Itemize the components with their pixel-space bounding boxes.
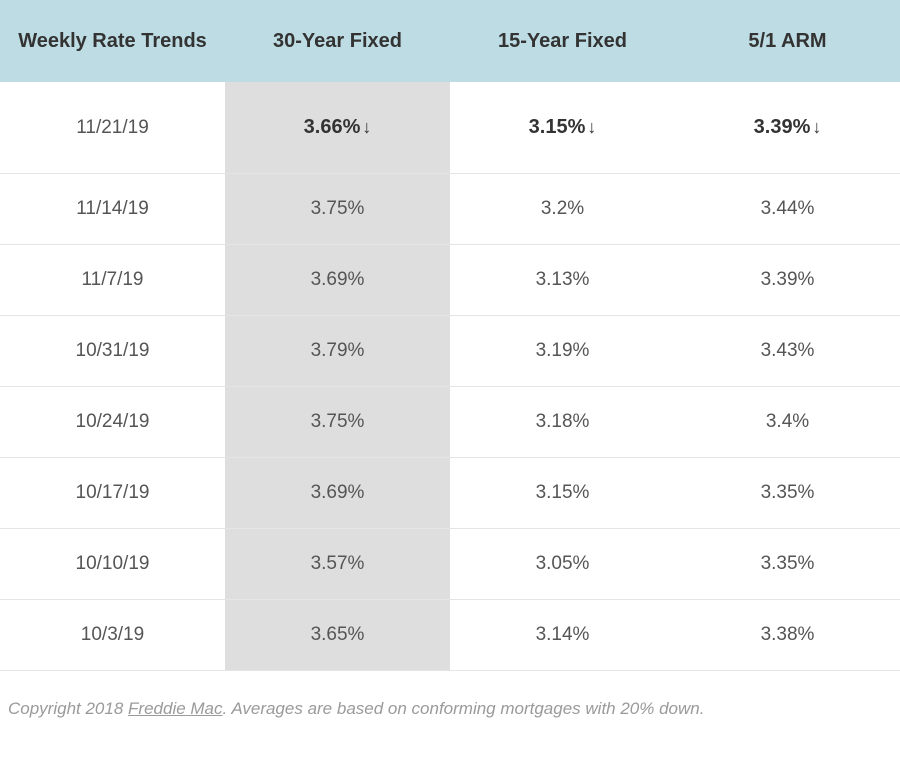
cell-arm-value: 3.39% bbox=[761, 269, 815, 290]
cell-arm: 3.35% bbox=[675, 529, 900, 600]
cell-15yr: 3.15% bbox=[450, 458, 675, 529]
cell-15yr: 3.19% bbox=[450, 316, 675, 387]
cell-15yr-value: 3.14% bbox=[536, 624, 590, 645]
cell-arm: 3.39%↓ bbox=[675, 82, 900, 174]
cell-date-value: 11/14/19 bbox=[76, 198, 149, 219]
col-header-30yr: 30-Year Fixed bbox=[225, 0, 450, 82]
cell-arm-value: 3.38% bbox=[761, 624, 815, 645]
table-row: 11/21/193.66%↓3.15%↓3.39%↓ bbox=[0, 82, 900, 174]
cell-30yr-value: 3.75% bbox=[311, 198, 365, 219]
down-arrow-icon: ↓ bbox=[362, 117, 371, 137]
cell-15yr: 3.2% bbox=[450, 174, 675, 245]
cell-date-value: 10/17/19 bbox=[76, 482, 150, 503]
cell-arm: 3.35% bbox=[675, 458, 900, 529]
cell-30yr: 3.65% bbox=[225, 600, 450, 671]
cell-date-value: 10/10/19 bbox=[76, 553, 150, 574]
down-arrow-icon: ↓ bbox=[812, 117, 821, 137]
cell-30yr: 3.79% bbox=[225, 316, 450, 387]
cell-15yr: 3.18% bbox=[450, 387, 675, 458]
cell-arm: 3.39% bbox=[675, 245, 900, 316]
cell-date: 10/24/19 bbox=[0, 387, 225, 458]
cell-30yr: 3.66%↓ bbox=[225, 82, 450, 174]
footnote-suffix: . Averages are based on conforming mortg… bbox=[223, 699, 705, 718]
footnote-prefix: Copyright 2018 bbox=[8, 699, 128, 718]
cell-30yr: 3.75% bbox=[225, 174, 450, 245]
cell-15yr-value: 3.2% bbox=[541, 198, 584, 219]
cell-date: 10/10/19 bbox=[0, 529, 225, 600]
down-arrow-icon: ↓ bbox=[587, 117, 596, 137]
table-row: 10/3/19 3.65% 3.14% 3.38% bbox=[0, 600, 900, 671]
cell-arm-value: 3.39% bbox=[754, 116, 811, 138]
table-row: 10/24/19 3.75% 3.18% 3.4% bbox=[0, 387, 900, 458]
cell-30yr: 3.69% bbox=[225, 458, 450, 529]
table-row: 10/10/19 3.57% 3.05% 3.35% bbox=[0, 529, 900, 600]
cell-arm-value: 3.44% bbox=[761, 198, 815, 219]
cell-arm: 3.43% bbox=[675, 316, 900, 387]
table-header-row: Weekly Rate Trends 30-Year Fixed 15-Year… bbox=[0, 0, 900, 82]
cell-30yr: 3.75% bbox=[225, 387, 450, 458]
cell-30yr-value: 3.66% bbox=[304, 116, 361, 138]
cell-date: 10/17/19 bbox=[0, 458, 225, 529]
table-row: 11/7/19 3.69% 3.13% 3.39% bbox=[0, 245, 900, 316]
cell-30yr-value: 3.75% bbox=[311, 411, 365, 432]
table-row: 11/14/19 3.75% 3.2% 3.44% bbox=[0, 174, 900, 245]
cell-arm-value: 3.43% bbox=[761, 340, 815, 361]
table-row: 10/31/19 3.79% 3.19% 3.43% bbox=[0, 316, 900, 387]
cell-30yr-value: 3.79% bbox=[311, 340, 365, 361]
cell-date-value: 10/3/19 bbox=[81, 624, 144, 645]
cell-date-value: 11/21/19 bbox=[76, 117, 149, 138]
cell-arm: 3.4% bbox=[675, 387, 900, 458]
cell-15yr: 3.15%↓ bbox=[450, 82, 675, 174]
cell-15yr-value: 3.05% bbox=[536, 553, 590, 574]
cell-15yr: 3.05% bbox=[450, 529, 675, 600]
cell-date: 11/14/19 bbox=[0, 174, 225, 245]
cell-30yr: 3.57% bbox=[225, 529, 450, 600]
cell-date: 10/31/19 bbox=[0, 316, 225, 387]
cell-15yr-value: 3.15% bbox=[529, 116, 586, 138]
cell-date-value: 10/31/19 bbox=[76, 340, 150, 361]
table-row: 10/17/19 3.69% 3.15% 3.35% bbox=[0, 458, 900, 529]
cell-arm: 3.44% bbox=[675, 174, 900, 245]
cell-date: 10/3/19 bbox=[0, 600, 225, 671]
cell-15yr: 3.13% bbox=[450, 245, 675, 316]
cell-15yr-value: 3.13% bbox=[536, 269, 590, 290]
cell-date: 11/7/19 bbox=[0, 245, 225, 316]
col-header-15yr: 15-Year Fixed bbox=[450, 0, 675, 82]
col-header-arm: 5/1 ARM bbox=[675, 0, 900, 82]
rate-trends-table: Weekly Rate Trends 30-Year Fixed 15-Year… bbox=[0, 0, 900, 671]
cell-30yr-value: 3.57% bbox=[311, 553, 365, 574]
footnote: Copyright 2018 Freddie Mac. Averages are… bbox=[0, 671, 900, 735]
cell-arm-value: 3.35% bbox=[761, 482, 815, 503]
cell-15yr-value: 3.15% bbox=[536, 482, 590, 503]
cell-15yr: 3.14% bbox=[450, 600, 675, 671]
footnote-link[interactable]: Freddie Mac bbox=[128, 699, 222, 718]
cell-30yr-value: 3.69% bbox=[311, 269, 365, 290]
cell-arm-value: 3.35% bbox=[761, 553, 815, 574]
cell-arm: 3.38% bbox=[675, 600, 900, 671]
cell-30yr-value: 3.65% bbox=[311, 624, 365, 645]
cell-15yr-value: 3.18% bbox=[536, 411, 590, 432]
cell-arm-value: 3.4% bbox=[766, 411, 809, 432]
cell-date-value: 11/7/19 bbox=[82, 269, 144, 290]
col-header-date: Weekly Rate Trends bbox=[0, 0, 225, 82]
cell-date-value: 10/24/19 bbox=[76, 411, 150, 432]
cell-15yr-value: 3.19% bbox=[536, 340, 590, 361]
cell-30yr: 3.69% bbox=[225, 245, 450, 316]
cell-date: 11/21/19 bbox=[0, 82, 225, 174]
cell-30yr-value: 3.69% bbox=[311, 482, 365, 503]
